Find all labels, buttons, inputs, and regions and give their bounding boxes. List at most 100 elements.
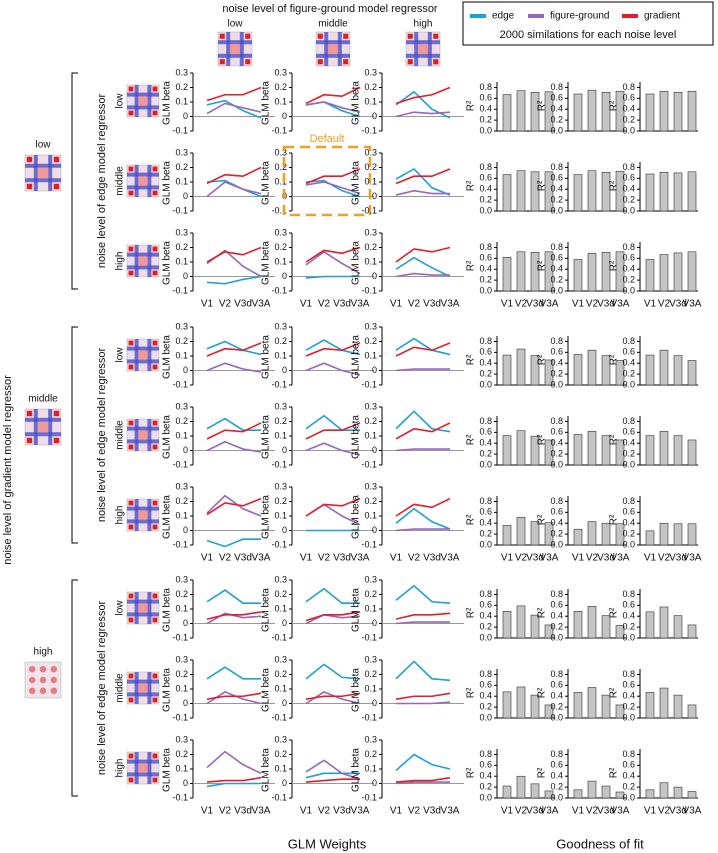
y-tick-label: 0.6 xyxy=(550,507,563,517)
thumbnail-band xyxy=(127,426,159,431)
y-tick-label: -0.1 xyxy=(361,792,377,802)
y-tick-label: 0.1 xyxy=(175,603,188,613)
x-tick-label: V1 xyxy=(390,806,403,817)
thumbnail-dot xyxy=(39,687,47,695)
thumbnail-band xyxy=(147,165,152,197)
bar xyxy=(687,791,697,799)
y-axis-title: R² xyxy=(609,180,620,191)
x-tick-label: V2 xyxy=(318,299,331,310)
y-tick-label: 0.8 xyxy=(622,589,635,599)
x-tick-label: V3A xyxy=(683,806,702,817)
series-line xyxy=(395,86,451,105)
y-axis-title: R² xyxy=(537,260,548,271)
x-tick-label: V1 xyxy=(644,553,657,564)
y-tick-label: -0.1 xyxy=(172,459,188,469)
thumbnail-band xyxy=(218,53,252,58)
thumbnail-corner xyxy=(152,753,158,759)
thumbnail-band xyxy=(427,32,432,66)
block-bracket xyxy=(71,579,78,797)
y-tick-label: 0.4 xyxy=(479,104,492,114)
y-tick-label: -0.1 xyxy=(361,459,377,469)
thumbnail-corner xyxy=(152,246,158,252)
thumbnail-band xyxy=(127,679,159,684)
y-tick-label: 0.8 xyxy=(550,589,563,599)
thumbnail-corner xyxy=(152,524,158,530)
thumbnail-dot xyxy=(28,687,36,695)
thumbnail-center xyxy=(417,43,429,55)
thumbnail-corner xyxy=(219,33,225,39)
bar xyxy=(502,611,512,639)
thumbnail-band xyxy=(414,32,419,66)
thumbnail-band xyxy=(127,506,159,511)
edge-level: middle xyxy=(115,166,126,196)
bar xyxy=(645,789,655,799)
bar xyxy=(601,252,611,292)
y-axis-title: R² xyxy=(537,100,548,111)
thumbnail-center xyxy=(138,256,148,266)
column-label: low xyxy=(227,19,243,30)
x-tick-label: V2 xyxy=(515,806,528,817)
y-tick-label: 0.1 xyxy=(364,350,377,360)
bar xyxy=(659,430,669,466)
block-bracket xyxy=(71,326,78,544)
y-tick-label: 0.6 xyxy=(479,600,492,610)
bar xyxy=(615,251,625,292)
bar xyxy=(573,354,583,386)
thumbnail-corner xyxy=(245,33,251,39)
thumbnail-band xyxy=(25,432,61,437)
thumbnail-band xyxy=(134,672,139,704)
thumbnail-band xyxy=(134,245,139,277)
x-tick-label: V2 xyxy=(318,806,331,817)
thumbnail-corner xyxy=(128,166,134,172)
bar xyxy=(516,170,526,212)
y-tick-label: 0.2 xyxy=(622,621,635,631)
thumbnail-corner xyxy=(128,444,134,450)
y-tick-label: 0.2 xyxy=(550,528,563,538)
y-tick-label: 0.4 xyxy=(550,104,563,114)
y-tick-label: 0.0 xyxy=(622,539,635,549)
y-tick-label: 0.3 xyxy=(274,481,287,491)
y-tick-label: 0.2 xyxy=(550,701,563,711)
bar xyxy=(645,173,655,212)
series-line xyxy=(206,782,261,788)
x-tick-label: V3A xyxy=(540,553,559,564)
y-tick-label: 0.0 xyxy=(479,125,492,135)
edge-level: high xyxy=(115,252,126,271)
y-tick-label: 0.3 xyxy=(175,67,188,77)
y-axis-title: R² xyxy=(609,514,620,525)
y-tick-label: 0.4 xyxy=(622,358,635,368)
y-tick-label: 0.2 xyxy=(479,528,492,538)
thumbnail-corner xyxy=(26,437,33,444)
x-tick-label: V3d xyxy=(669,553,687,564)
x-tick-label: V3A xyxy=(540,806,559,817)
y-tick-label: -0.1 xyxy=(271,712,287,722)
bar xyxy=(659,172,669,212)
thumbnail-corner xyxy=(128,246,134,252)
legend-note: 2000 similations for each noise level xyxy=(500,29,677,41)
thumbnail-corner xyxy=(128,524,134,530)
thumbnail-corner xyxy=(152,364,158,370)
x-tick-label: V2 xyxy=(586,806,599,817)
thumbnail-corner xyxy=(128,500,134,506)
y-tick-label: 0.0 xyxy=(479,792,492,802)
bar xyxy=(516,251,526,292)
thumbnail-band xyxy=(127,265,159,270)
bar xyxy=(687,171,697,212)
thumbnail-center xyxy=(138,430,148,440)
y-axis-title: GLM beta xyxy=(261,335,272,379)
y-tick-label: -0.1 xyxy=(172,379,188,389)
thumbnail-corner xyxy=(128,673,134,679)
y-tick-label: 0.4 xyxy=(622,691,635,701)
series-line xyxy=(395,410,451,433)
thumbnail-band xyxy=(316,53,350,58)
series-line xyxy=(206,776,262,783)
bar xyxy=(573,174,583,212)
thumbnail-corner xyxy=(317,33,323,39)
legend-box xyxy=(462,1,714,46)
thumbnail-corner xyxy=(53,156,60,163)
y-tick-label: -0.1 xyxy=(172,632,188,642)
y-tick-label: 0.4 xyxy=(479,691,492,701)
bar xyxy=(659,254,669,292)
y-tick-label: 0.3 xyxy=(364,481,377,491)
